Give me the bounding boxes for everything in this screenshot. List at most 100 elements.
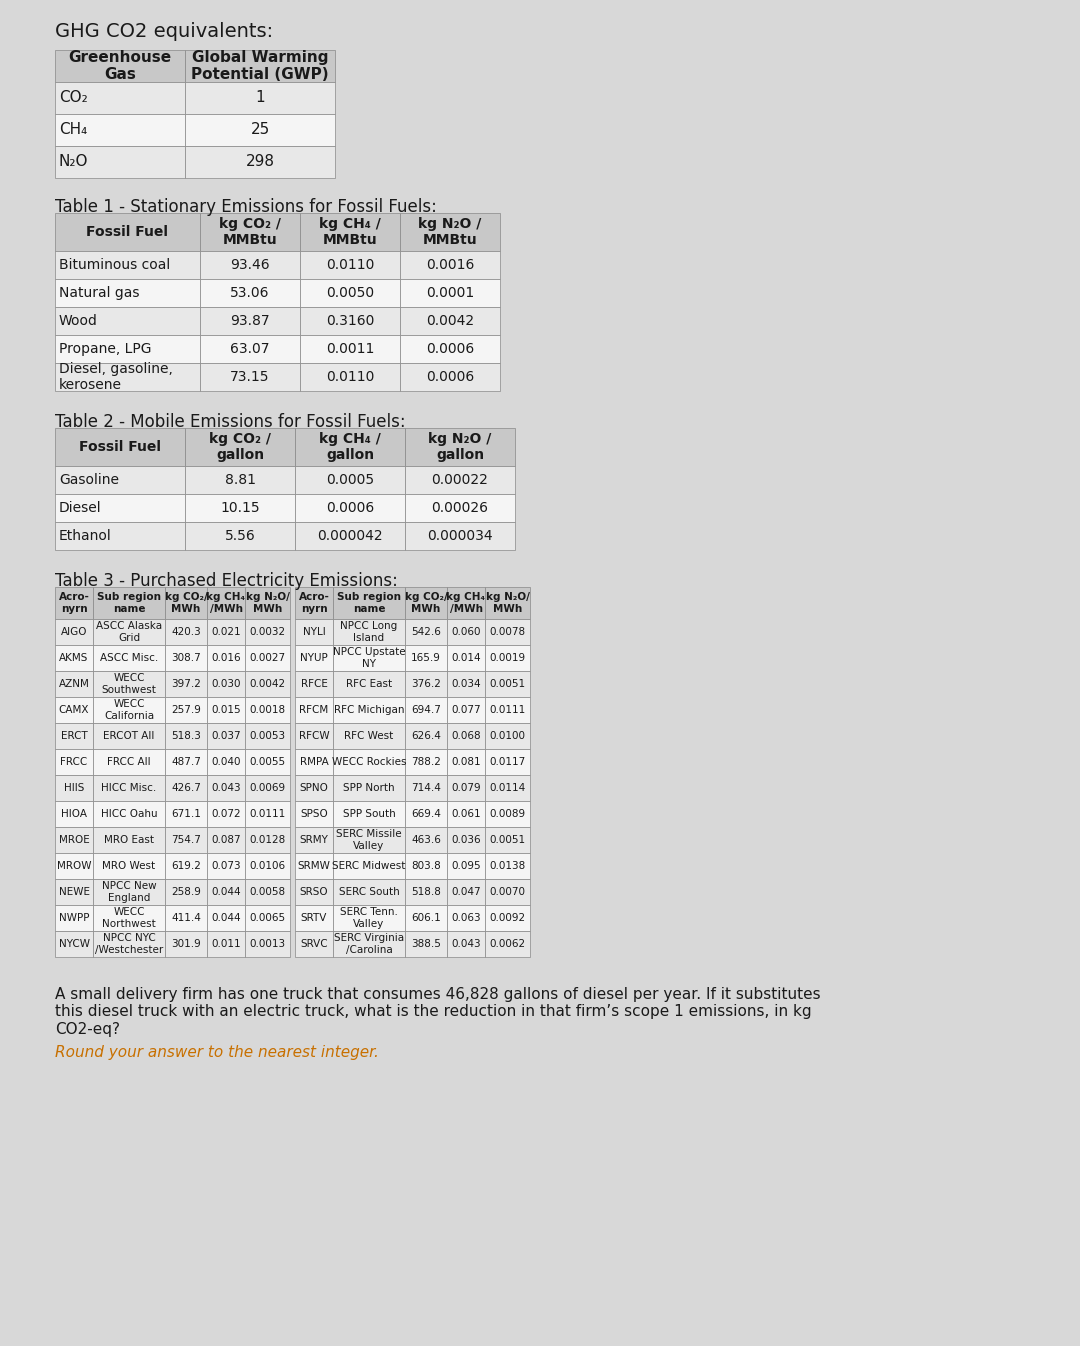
Text: MRO West: MRO West (103, 861, 156, 871)
FancyBboxPatch shape (400, 250, 500, 279)
Text: CH₄: CH₄ (59, 122, 87, 137)
Text: SERC Virginia
/Carolina: SERC Virginia /Carolina (334, 933, 404, 954)
FancyBboxPatch shape (200, 363, 300, 390)
Text: 0.00026: 0.00026 (432, 501, 488, 516)
FancyBboxPatch shape (207, 697, 245, 723)
Text: kg CH₄
/MWh: kg CH₄ /MWh (446, 592, 486, 614)
FancyBboxPatch shape (55, 307, 200, 335)
Text: 388.5: 388.5 (411, 940, 441, 949)
Text: Gasoline: Gasoline (59, 472, 119, 487)
FancyBboxPatch shape (400, 279, 500, 307)
FancyBboxPatch shape (55, 466, 185, 494)
Text: 0.095: 0.095 (451, 861, 481, 871)
FancyBboxPatch shape (55, 50, 185, 82)
Text: 0.0069: 0.0069 (249, 783, 285, 793)
FancyBboxPatch shape (245, 826, 291, 853)
Text: Table 2 - Mobile Emissions for Fossil Fuels:: Table 2 - Mobile Emissions for Fossil Fu… (55, 413, 406, 431)
Text: 10.15: 10.15 (220, 501, 260, 516)
FancyBboxPatch shape (295, 619, 333, 645)
FancyBboxPatch shape (55, 250, 200, 279)
FancyBboxPatch shape (207, 619, 245, 645)
Text: 93.46: 93.46 (230, 258, 270, 272)
FancyBboxPatch shape (245, 879, 291, 905)
FancyBboxPatch shape (333, 723, 405, 748)
FancyBboxPatch shape (405, 697, 447, 723)
FancyBboxPatch shape (200, 279, 300, 307)
FancyBboxPatch shape (93, 672, 165, 697)
Text: kg CH₄
/MWh: kg CH₄ /MWh (206, 592, 245, 614)
Text: 518.8: 518.8 (411, 887, 441, 896)
Text: 73.15: 73.15 (230, 370, 270, 384)
Text: 0.0128: 0.0128 (249, 835, 285, 845)
Text: NYUP: NYUP (300, 653, 328, 664)
FancyBboxPatch shape (333, 645, 405, 672)
Text: 1: 1 (255, 90, 265, 105)
FancyBboxPatch shape (207, 775, 245, 801)
FancyBboxPatch shape (165, 801, 207, 826)
Text: NPCC Upstate
NY: NPCC Upstate NY (333, 647, 405, 669)
Text: HICC Misc.: HICC Misc. (102, 783, 157, 793)
FancyBboxPatch shape (55, 645, 93, 672)
FancyBboxPatch shape (405, 723, 447, 748)
FancyBboxPatch shape (245, 587, 291, 619)
FancyBboxPatch shape (447, 723, 485, 748)
Text: 694.7: 694.7 (411, 705, 441, 715)
FancyBboxPatch shape (300, 307, 400, 335)
Text: 0.0092: 0.0092 (489, 913, 526, 923)
FancyBboxPatch shape (295, 723, 333, 748)
Text: 0.0042: 0.0042 (249, 678, 285, 689)
FancyBboxPatch shape (333, 587, 405, 619)
FancyBboxPatch shape (333, 748, 405, 775)
FancyBboxPatch shape (55, 879, 93, 905)
Text: Propane, LPG: Propane, LPG (59, 342, 151, 355)
Text: 0.0117: 0.0117 (489, 756, 526, 767)
FancyBboxPatch shape (295, 931, 333, 957)
FancyBboxPatch shape (55, 494, 185, 522)
Text: SRTV: SRTV (301, 913, 327, 923)
FancyBboxPatch shape (165, 853, 207, 879)
Text: 0.036: 0.036 (451, 835, 481, 845)
FancyBboxPatch shape (207, 826, 245, 853)
FancyBboxPatch shape (245, 853, 291, 879)
Text: 0.072: 0.072 (212, 809, 241, 818)
Text: WECC Rockies: WECC Rockies (332, 756, 406, 767)
Text: 0.016: 0.016 (212, 653, 241, 664)
Text: 0.0013: 0.0013 (249, 940, 285, 949)
Text: 420.3: 420.3 (171, 627, 201, 637)
Text: kg N₂O /
MMBtu: kg N₂O / MMBtu (418, 217, 482, 248)
Text: 0.011: 0.011 (212, 940, 241, 949)
Text: 0.0042: 0.0042 (426, 314, 474, 328)
Text: 626.4: 626.4 (411, 731, 441, 742)
Text: Table 3 - Purchased Electricity Emissions:: Table 3 - Purchased Electricity Emission… (55, 572, 397, 590)
Text: 0.043: 0.043 (451, 940, 481, 949)
FancyBboxPatch shape (165, 645, 207, 672)
Text: kg N₂O /
gallon: kg N₂O / gallon (429, 432, 491, 462)
FancyBboxPatch shape (295, 775, 333, 801)
FancyBboxPatch shape (485, 775, 530, 801)
FancyBboxPatch shape (295, 879, 333, 905)
Text: 0.000034: 0.000034 (428, 529, 492, 542)
Text: Bituminous coal: Bituminous coal (59, 258, 171, 272)
Text: Sub region
name: Sub region name (97, 592, 161, 614)
Text: 0.0110: 0.0110 (326, 258, 374, 272)
Text: 0.0111: 0.0111 (249, 809, 285, 818)
FancyBboxPatch shape (55, 428, 185, 466)
Text: Fossil Fuel: Fossil Fuel (79, 440, 161, 454)
Text: NPCC New
England: NPCC New England (102, 882, 157, 903)
FancyBboxPatch shape (185, 522, 295, 551)
Text: 606.1: 606.1 (411, 913, 441, 923)
FancyBboxPatch shape (333, 853, 405, 879)
FancyBboxPatch shape (165, 619, 207, 645)
Text: 0.077: 0.077 (451, 705, 481, 715)
Text: Greenhouse
Gas: Greenhouse Gas (68, 50, 172, 82)
Text: 257.9: 257.9 (171, 705, 201, 715)
Text: NEWE: NEWE (58, 887, 90, 896)
Text: HIIS: HIIS (64, 783, 84, 793)
FancyBboxPatch shape (447, 697, 485, 723)
FancyBboxPatch shape (207, 587, 245, 619)
Text: CO₂: CO₂ (59, 90, 87, 105)
FancyBboxPatch shape (93, 619, 165, 645)
Text: 518.3: 518.3 (171, 731, 201, 742)
FancyBboxPatch shape (55, 522, 185, 551)
Text: 8.81: 8.81 (225, 472, 256, 487)
